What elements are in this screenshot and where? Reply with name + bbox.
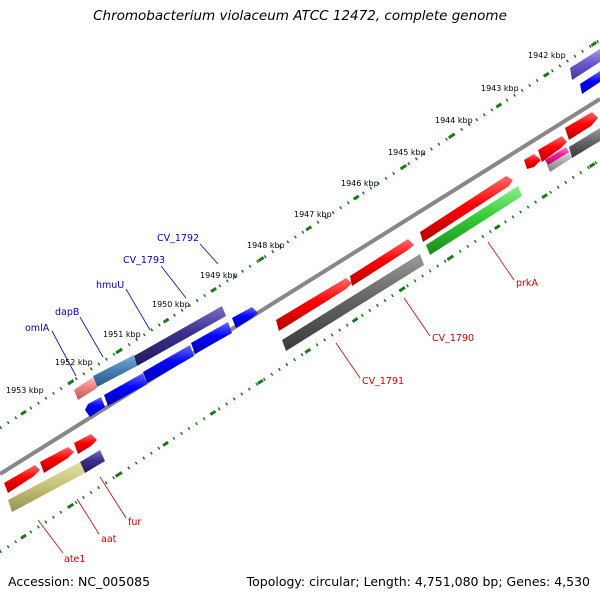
kbp-label: 1953 kbp [6,386,44,395]
gene-feature[interactable] [93,355,137,387]
ruler-tick [542,71,550,78]
accession-text: Accession: NC_005085 [8,574,151,589]
outer-ruler-ticks [20,41,598,416]
genome-stats-text: Topology: circular; Length: 4,751,080 bp… [246,574,590,589]
gene-label-prka: prkA [516,278,538,289]
inner-ruler-ticks [20,162,596,540]
gene-feature[interactable] [547,151,572,172]
gene-feature[interactable] [74,377,97,400]
gene-feature[interactable] [232,307,258,328]
gene-feature[interactable] [569,128,600,158]
gene-label-aat: aat [101,534,117,545]
ruler-tick [257,256,265,263]
gene-feature[interactable] [80,450,105,473]
gene-feature[interactable] [8,462,85,512]
gene-feature[interactable] [85,397,105,417]
gene-feature[interactable] [580,71,600,94]
kbp-label: 1951 kbp [103,330,141,339]
gene-feature[interactable] [191,322,232,354]
kbp-label: 1947 kbp [294,210,332,219]
ruler-tick [20,409,27,416]
gene-label-dapb: dapB [55,307,79,318]
kbp-label: 1944 kbp [435,116,473,125]
ruler-tick [304,348,312,354]
ruler-tick [541,193,548,200]
ruler-tick [210,286,217,293]
kbp-label: 1952 kbp [55,358,93,367]
outer-ruler [0,38,600,430]
gene-feature[interactable] [426,186,522,255]
gene-feature[interactable] [276,278,352,331]
kbp-label: 1948 kbp [247,241,285,250]
forward-strand [4,49,600,493]
gene-feature[interactable] [570,49,600,80]
gene-feature[interactable] [538,136,567,162]
gene-feature[interactable] [40,447,74,473]
kbp-label: 1946 kbp [341,179,379,188]
gene-feature[interactable] [143,345,194,383]
gene-feature[interactable] [524,154,541,169]
gene-label-fur: fur [128,517,141,528]
ruler-tick [588,162,596,169]
ruler-tick [162,317,170,324]
ruler-tick [209,409,217,416]
ruler-tick [399,286,406,292]
label-leaders [37,241,515,554]
gene-feature[interactable] [4,465,40,493]
gene-label-hmuu: hmuU [96,280,124,291]
reverse-strand [8,128,600,512]
gene-feature[interactable] [282,254,424,351]
ruler-tick [67,502,75,509]
gene-feature[interactable] [74,434,97,454]
ruler-tick [447,133,455,140]
gene-label-cv1793: CV_1793 [123,255,165,266]
ruler-tick [446,255,454,261]
kbp-label: 1942 kbp [528,51,566,60]
gene-label-cv1792: CV_1792 [157,233,199,244]
ruler-tick [351,317,359,323]
kbp-label: 1949 kbp [200,271,238,280]
gene-label-omla: omlA [25,323,50,334]
ruler-tick [590,41,598,47]
gene-label-cv1790: CV_1790 [432,333,474,344]
ruler-tick [114,471,122,478]
ruler-tick [352,194,360,201]
gene-feature[interactable] [350,239,414,286]
gene-feature[interactable] [104,373,147,406]
gene-label-cv1791: CV_1791 [362,376,404,387]
ruler-tick [305,225,313,232]
kbp-label: 1943 kbp [481,84,519,93]
kbp-label: 1945 kbp [388,148,426,157]
gene-feature[interactable] [565,112,598,140]
gene-feature[interactable] [420,176,513,242]
gene-feature[interactable] [545,147,569,165]
ruler-tick [257,379,264,385]
ruler-tick [20,533,27,540]
ruler-tick [115,348,122,355]
kbp-labels: 1942 kbp 1943 kbp 1944 kbp 1945 kbp 1946… [6,51,566,395]
ruler-tick [67,379,75,385]
genome-backbone [0,97,600,476]
ruler-tick [162,440,169,447]
gene-feature[interactable] [134,306,226,366]
ruler-tick [400,164,408,170]
kbp-label: 1950 kbp [152,300,190,309]
ruler-tick [495,102,503,109]
gene-label-ate1: ate1 [64,554,85,565]
ruler-tick [493,224,501,231]
map-title: Chromobacterium violaceum ATCC 12472, co… [93,8,507,24]
